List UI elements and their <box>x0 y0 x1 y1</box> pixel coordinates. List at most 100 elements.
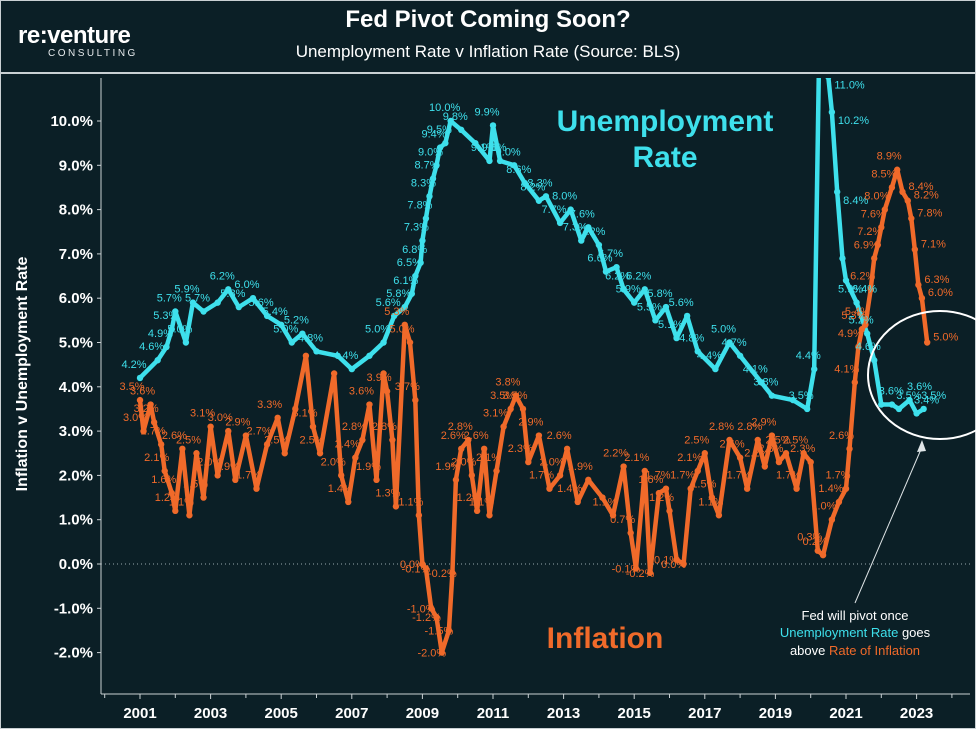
inflation-point <box>473 507 481 515</box>
y-axis-label: Inflation v Unemployment Rate <box>14 257 31 492</box>
unemployment-point <box>278 321 285 328</box>
data-label: 3.5% <box>490 390 515 402</box>
chart-subtitle: Unemployment Rate v Inflation Rate (Sour… <box>295 42 681 61</box>
data-label: 1.9% <box>215 461 240 473</box>
data-label: 8.3% <box>527 177 552 189</box>
data-label: 1.7% <box>670 470 695 482</box>
series-unemployment <box>136 78 927 417</box>
annotation-line3-prefix: above <box>790 643 829 658</box>
inflation-point <box>673 556 680 563</box>
data-label: -1.2% <box>412 612 441 624</box>
unemployment-series-label-line2: Rate <box>632 141 697 174</box>
inflation-point <box>452 476 460 484</box>
data-label: 3.6% <box>879 386 904 398</box>
data-label: 2.3% <box>508 443 533 455</box>
data-label: 5.0% <box>365 324 390 336</box>
inflation-point <box>828 516 836 523</box>
data-label: 2.6% <box>464 430 489 442</box>
inflation-point <box>392 503 400 510</box>
data-label: 6.7% <box>598 248 623 260</box>
data-label: 5.0% <box>273 324 298 336</box>
unemployment-point <box>168 326 175 333</box>
data-label: 5.4% <box>263 306 288 318</box>
data-label: 9.8% <box>443 111 468 123</box>
data-label: 9.4% <box>422 129 447 141</box>
data-label: 2.8% <box>448 421 473 433</box>
logo-brand: re:venture <box>18 22 131 49</box>
unemployment-point <box>712 365 719 373</box>
unemployment-point <box>878 401 885 408</box>
inflation-point <box>406 339 414 346</box>
data-label: 2.9% <box>518 417 543 429</box>
inflation-point <box>835 498 843 506</box>
unemployment-point <box>521 179 528 187</box>
data-label: 3.1% <box>292 408 317 420</box>
unemployment-point <box>422 215 430 222</box>
unemployment-point <box>595 241 603 249</box>
y-tick-label: 5.0% <box>59 335 93 352</box>
unemployment-point <box>758 379 765 386</box>
inflation-point <box>309 423 317 430</box>
inflation-point <box>465 436 472 444</box>
unemployment-point <box>920 405 927 413</box>
inflation-point <box>428 605 435 612</box>
unemployment-point <box>602 268 610 275</box>
data-label: 3.7% <box>395 381 420 393</box>
data-label: 4.8% <box>298 332 323 344</box>
unemployment-point <box>401 303 408 311</box>
data-label: 4.1% <box>743 363 768 375</box>
data-label: 0.2% <box>803 536 828 548</box>
unemployment-point <box>408 290 416 297</box>
data-label: 7.6% <box>570 208 595 220</box>
data-label: 3.4% <box>914 394 939 406</box>
data-label: 5.3% <box>384 306 409 318</box>
data-label: 9.1% <box>482 142 507 154</box>
unemployment-point <box>182 339 190 346</box>
inflation-point <box>512 392 520 399</box>
data-label: 3.8% <box>753 377 778 389</box>
annotation-line2-highlight: Unemployment Rate <box>780 625 899 640</box>
data-label: 5.3% <box>841 310 866 322</box>
data-label: 5.6% <box>249 297 274 309</box>
inflation-point <box>525 458 532 466</box>
x-tick-label: 2023 <box>900 705 933 722</box>
data-label: 1.6% <box>151 474 176 486</box>
data-label: 3.6% <box>130 386 155 398</box>
inflation-point <box>468 472 476 479</box>
inflation-point <box>161 467 168 475</box>
data-label: 11.0% <box>834 80 865 92</box>
highlight-circle <box>867 310 976 440</box>
data-label: 6.4% <box>852 283 877 295</box>
data-label: 5.9% <box>174 284 199 296</box>
data-label: -0.1% <box>612 563 641 575</box>
data-label: 6.2% <box>626 270 651 282</box>
inflation-point <box>923 339 931 346</box>
inflation-point <box>150 419 158 426</box>
data-label: 8.9% <box>877 151 902 163</box>
x-tick-label: 2007 <box>335 705 368 722</box>
unemployment-point <box>736 352 744 359</box>
data-label: 1.0% <box>811 501 836 513</box>
data-label: -0.2% <box>626 568 655 580</box>
data-label: 5.0% <box>390 324 415 336</box>
x-tick-label: 2001 <box>123 705 156 722</box>
inflation-point <box>814 547 821 554</box>
y-tick-label: 7.0% <box>59 246 93 263</box>
unemployment-point <box>895 405 903 413</box>
data-label: 3.5% <box>119 381 144 393</box>
inflation-point <box>422 565 430 572</box>
data-label: 0.3% <box>797 532 822 544</box>
unemployment-point <box>458 126 465 134</box>
inflation-point <box>599 494 606 501</box>
data-label: 5.0% <box>711 324 736 336</box>
data-label: 1.1% <box>469 496 494 508</box>
inflation-point <box>366 401 373 408</box>
data-label: 2.5% <box>176 434 201 446</box>
unemployment-point <box>620 286 627 293</box>
y-tick-label: 3.0% <box>59 423 93 440</box>
inflation-point <box>345 498 352 506</box>
data-label: 1.3% <box>375 487 400 499</box>
data-label: 0.7% <box>610 514 635 526</box>
data-label: 3.6% <box>349 386 374 398</box>
data-label: 5.6% <box>669 297 694 309</box>
